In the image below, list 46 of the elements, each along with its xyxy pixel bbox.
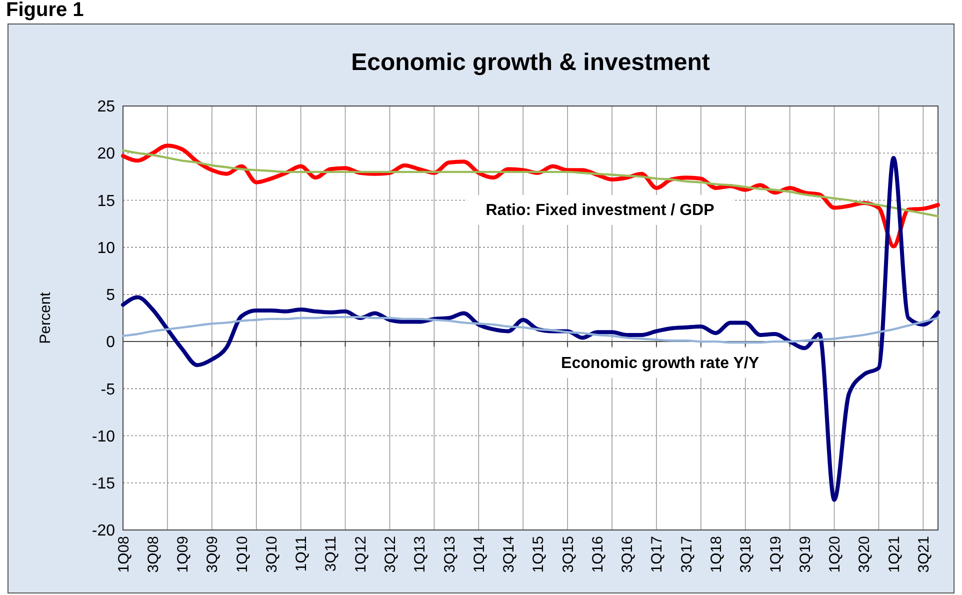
x-tick-label: 1Q15: [530, 536, 548, 573]
x-tick-label: 3Q17: [678, 536, 696, 573]
x-tick-label: 3Q20: [856, 536, 874, 573]
y-tick-label: 20: [97, 146, 116, 163]
y-tick-label: 25: [97, 98, 116, 116]
x-tick-label: 3Q11: [322, 536, 340, 572]
x-tick-label: 3Q12: [382, 536, 399, 573]
series-label: Ratio: Fixed investment / GDP: [486, 202, 715, 219]
chart-title: Economic growth & investment: [351, 49, 710, 76]
series-label: Economic growth rate Y/Y: [561, 355, 760, 372]
caption: Figure 1: [6, 0, 84, 21]
y-tick-label: 0: [106, 334, 116, 352]
x-tick-label: 1Q08: [115, 536, 132, 573]
x-tick-label: 1Q14: [470, 536, 488, 573]
y-axis-title: Percent: [37, 291, 54, 344]
x-tick-label: 1Q16: [589, 536, 606, 573]
x-tick-label: 3Q14: [500, 536, 518, 573]
y-tick-label: 5: [106, 287, 116, 304]
x-tick-label: 3Q15: [560, 536, 577, 573]
x-tick-label: 1Q18: [708, 536, 725, 573]
y-tick-label: 15: [97, 192, 116, 210]
y-tick-label: -5: [100, 381, 116, 398]
line-series: [122, 149, 940, 218]
x-tick-label: 3Q21: [915, 536, 932, 573]
x-tick-label: 1Q21: [886, 536, 903, 573]
x-tick-label: 3Q10: [263, 536, 280, 573]
x-tick-label: 1Q12: [352, 536, 370, 573]
y-tick-label: 10: [97, 240, 116, 257]
x-tick-label: 3Q16: [619, 536, 636, 573]
line-series: [122, 316, 940, 344]
x-tick-label: 1Q10: [234, 536, 251, 573]
x-tick-label: 3Q08: [144, 536, 162, 573]
x-tick-label: 3Q19: [796, 536, 814, 573]
x-tick-label: 1Q09: [174, 536, 192, 573]
y-tick-label: -15: [92, 475, 116, 492]
x-tick-label: 3Q09: [204, 536, 222, 573]
x-tick-label: 1Q20: [826, 536, 844, 573]
x-tick-label: 1Q17: [648, 536, 666, 573]
x-tick-label: 1Q11: [293, 536, 310, 572]
line-series: [121, 156, 940, 502]
y-tick-label: -10: [92, 428, 116, 446]
x-tick-label: 3Q13: [441, 536, 458, 573]
x-tick-label: 1Q19: [767, 536, 784, 573]
x-tick-label: 1Q13: [412, 536, 429, 573]
y-tick-label: -20: [92, 522, 116, 540]
x-tick-label: 3Q18: [738, 536, 755, 573]
